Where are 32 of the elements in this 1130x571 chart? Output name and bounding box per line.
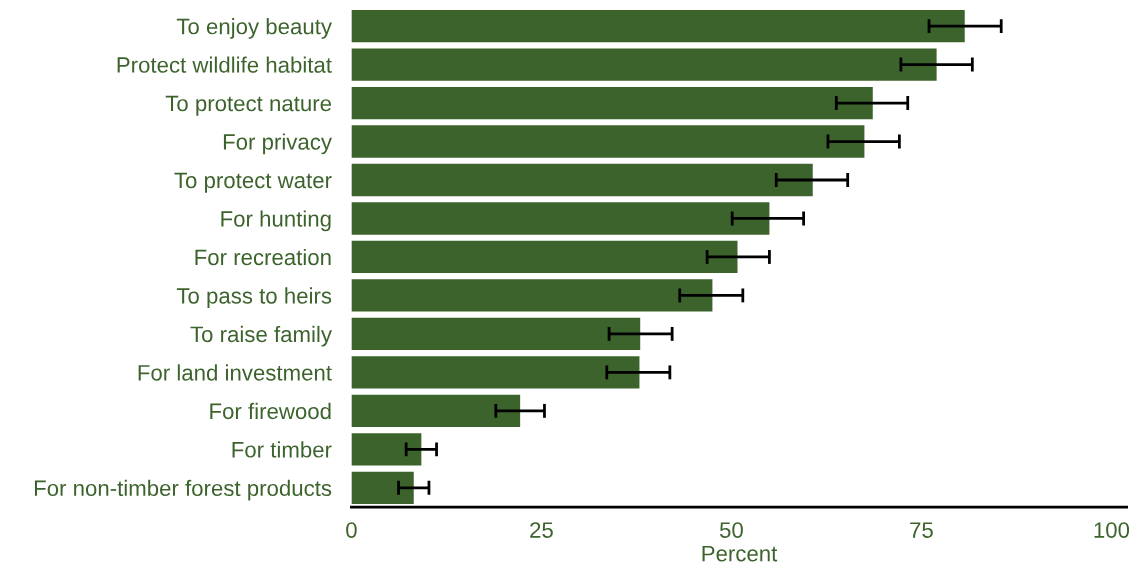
bar (351, 125, 865, 158)
y-tick-label: For hunting (221, 210, 331, 232)
y-tick-label: Protect wildlife habitat (117, 56, 332, 73)
x-tick-label: 0 (346, 522, 357, 538)
y-tick-label: For non-timber forest products (34, 479, 332, 501)
y-tick-label: To protect nature (165, 95, 332, 116)
y-tick-label: For firewood (210, 402, 331, 420)
x-tick-label: 75 (910, 522, 933, 538)
y-tick-label: To protect water (174, 172, 332, 193)
y-tick-label: For land investment (138, 364, 332, 381)
y-tick-label: To enjoy beauty (176, 18, 332, 39)
bar (351, 471, 414, 504)
bar (351, 433, 422, 466)
x-axis-title: Percent (702, 545, 778, 562)
x-tick-label: 25 (530, 522, 553, 538)
bar (351, 279, 713, 312)
bar (351, 240, 738, 274)
bar (351, 394, 521, 428)
bar (351, 163, 813, 197)
y-tick-label: For recreation (195, 248, 331, 266)
bar (351, 9, 965, 43)
bar (351, 202, 770, 235)
y-tick-label: For privacy (223, 133, 332, 155)
y-tick-label: To raise family (190, 325, 332, 347)
bar (351, 48, 937, 81)
y-tick-label: To pass to heirs (176, 287, 332, 309)
bar (351, 356, 640, 389)
x-tick-label: 100 (1094, 522, 1130, 538)
y-tick-label: For timber (232, 441, 332, 458)
x-tick-label: 50 (719, 522, 743, 538)
bar (351, 86, 873, 120)
bar (351, 317, 641, 351)
